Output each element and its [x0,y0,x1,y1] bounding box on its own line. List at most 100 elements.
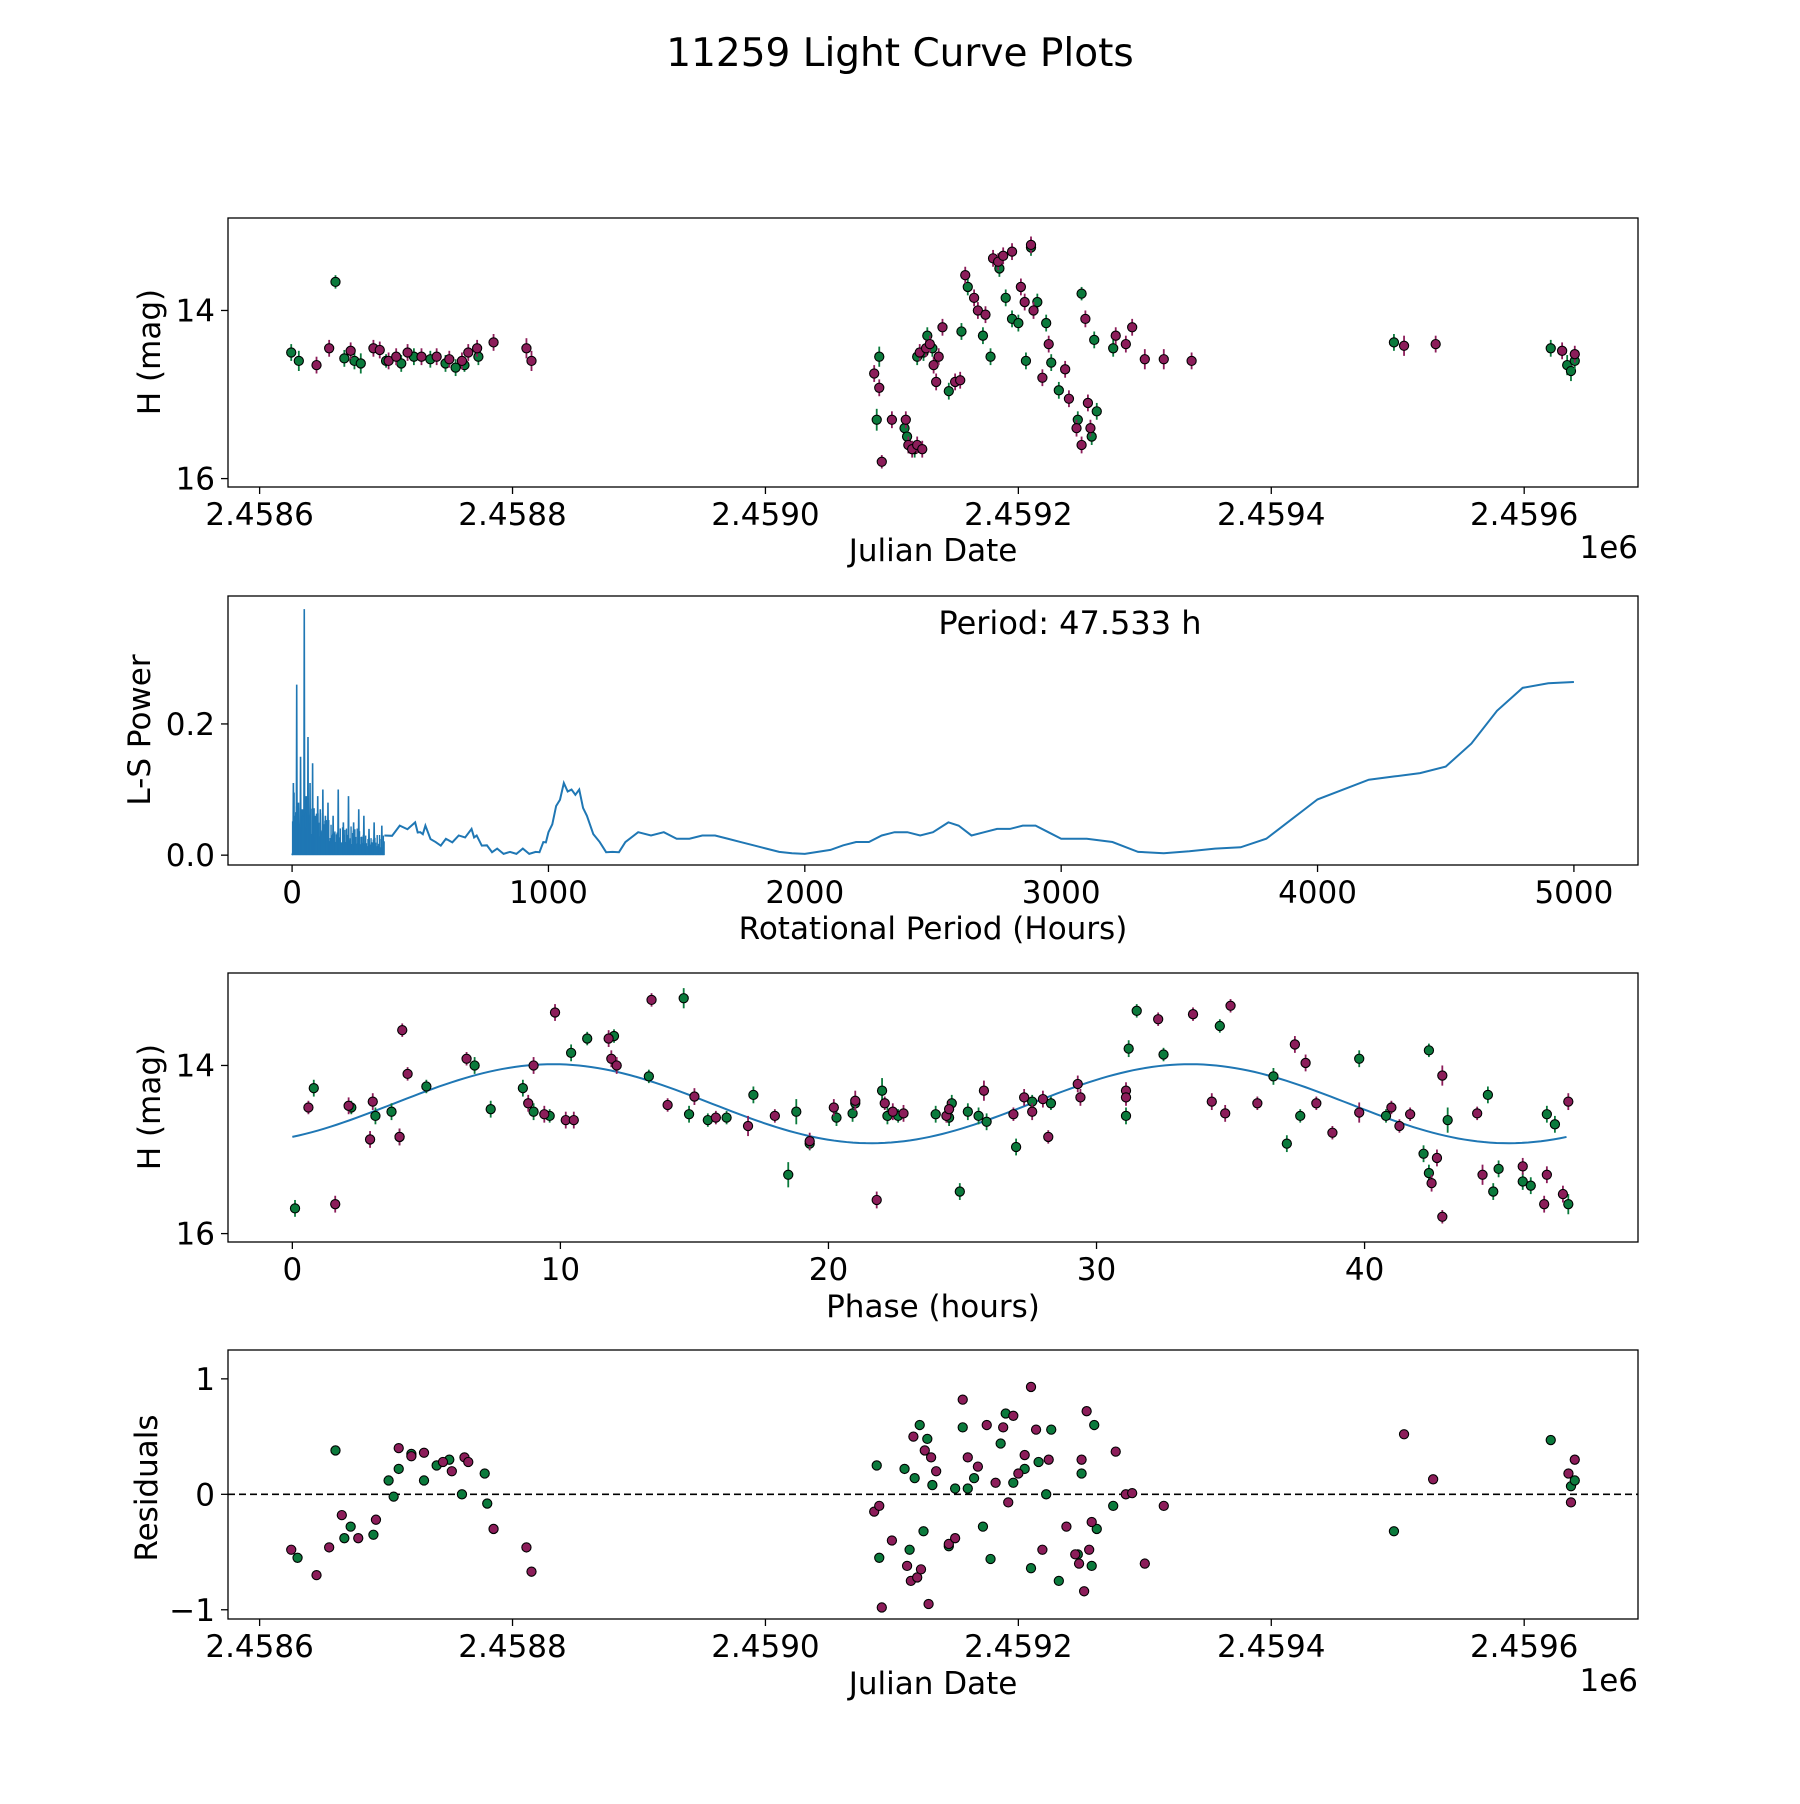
phased-curve-point-filter_b [1517,1161,1528,1172]
phased-curve-point-filter_b [710,1112,722,1123]
light-curve-point-filter_a [473,351,484,362]
light-curve-point-filter_b [1430,338,1441,350]
phased-curve-point-filter_a [721,1112,732,1123]
residuals-point-filter_b [949,1533,961,1544]
light-curve-point-filter_b [345,345,356,356]
light-curve-point-filter_b [1082,397,1094,409]
phased-curve-point-filter_a [783,1169,794,1180]
periodogram-line [384,680,1574,855]
phased-curve-point-filter_a [1482,1089,1494,1101]
light-curve-point-filter_b [1139,354,1150,365]
light-curve-point-filter_b [937,322,948,333]
light-curve-point-filter_b [1028,305,1039,316]
light-curve-x-tick-label: 2.4592 [964,497,1072,533]
phased-curve-point-filter_b [1437,1211,1448,1222]
phased-curve-point-filter_b [1153,1014,1164,1025]
light-curve-point-filter_b [1019,296,1030,308]
phased-curve-point-filter_b [804,1135,815,1147]
residuals-point-filter_b [1003,1497,1014,1508]
residuals-x-tick-label: 2.4590 [711,1629,819,1665]
phased-curve-point-filter_a [678,993,689,1004]
periodogram-x-label: Rotational Period (Hours) [739,911,1128,947]
phased-curve-point-filter_b [1120,1092,1132,1103]
residuals-point-filter_b [488,1523,499,1535]
phased-curve-point-filter_b [1472,1108,1483,1119]
residuals-point-filter_b [526,1566,537,1577]
periodogram-x-tick-label: 4000 [1278,875,1357,911]
phased-curve-point-filter_a [1295,1110,1306,1122]
phased-curve-x-tick-label: 30 [1077,1252,1116,1288]
phased-curve-point-filter_a [289,1203,301,1214]
residuals-point-filter_b [962,1452,973,1463]
phased-curve-point-filter_a [1045,1098,1057,1109]
residuals-point-filter_a [1545,1434,1556,1446]
residuals-point-filter_b [418,1447,430,1458]
phased-curve-point-filter_a [962,1106,973,1117]
light-curve-point-filter_b [1071,423,1082,434]
residuals-point-filter_a [1086,1560,1097,1572]
residuals-point-filter_a [330,1445,341,1456]
phased-curve-point-filter_b [364,1134,376,1145]
light-curve-point-filter_b [886,414,898,425]
light-curve-point-filter_b [374,344,385,356]
residuals-point-filter_b [1030,1424,1042,1435]
light-curve-offset-label: 1e6 [1579,530,1638,566]
residuals-y-tick-label: −1 [169,1593,215,1629]
residuals-point-filter_a [927,1479,938,1491]
light-curve-point-filter_b [931,376,942,388]
phased-curve-point-filter_b [1206,1096,1217,1107]
phased-curve-point-filter_a [973,1110,984,1122]
residuals-point-filter_b [1565,1497,1577,1508]
phased-curve-point-filter_b [646,994,657,1006]
residuals-point-filter_a [957,1422,968,1433]
light-curve-point-filter_b [1398,340,1410,351]
residuals-point-filter_b [1084,1544,1095,1555]
residuals-point-filter_b [1025,1381,1037,1393]
light-curve-point-filter_a [1000,292,1011,304]
phased-curve-point-filter_a [308,1083,319,1094]
phased-curve-x-tick-label: 40 [1345,1252,1384,1288]
residuals-point-filter_b [1127,1488,1138,1499]
residuals-point-filter_b [1427,1474,1439,1485]
residuals-point-filter_b [1073,1558,1085,1569]
phased-curve-point-filter_b [1037,1093,1049,1105]
phased-curve-point-filter_b [887,1106,898,1117]
phased-curve-point-filter_a [485,1104,496,1115]
light-curve-point-filter_b [1059,364,1071,375]
phased-curve-point-filter_a [1442,1114,1453,1126]
residuals-point-filter_b [957,1394,968,1405]
residuals-point-filter_b [393,1442,404,1454]
phased-curve-point-filter_b [769,1110,780,1122]
phased-curve-point-filter_a [1541,1109,1553,1120]
light-curve-point-filter_a [943,386,954,397]
residuals-point-filter_b [286,1544,297,1555]
light-curve-point-filter_b [431,351,442,362]
phased-curve-point-filter_b [943,1104,955,1115]
light-curve-point-filter_b [1127,322,1138,333]
residuals-point-filter_a [383,1475,394,1486]
residuals-point-filter_a [962,1483,973,1494]
light-curve-point-filter_b [1076,439,1087,451]
phased-curve-point-filter_b [1563,1096,1574,1107]
phased-curve-point-filter_b [367,1096,378,1107]
phased-curve-x-tick-label: 20 [809,1252,848,1288]
phased-curve-point-filter_b [1477,1169,1488,1180]
light-curve-x-tick-label: 2.4596 [1470,497,1578,533]
residuals-point-filter_b [1043,1454,1054,1465]
phased-curve-point-filter_b [1327,1127,1338,1138]
phased-curve-point-filter_b [549,1007,561,1018]
light-curve-point-filter_b [488,337,499,348]
phased-curve-point-filter_b [343,1100,354,1111]
light-curve-point-filter_b [324,343,335,354]
phased-curve-point-filter_a [1120,1110,1132,1122]
residuals-point-filter_b [1158,1500,1169,1512]
residuals-point-filter_b [874,1500,885,1512]
phased-curve-point-filter_a [582,1033,593,1044]
residuals-point-filter_b [463,1456,474,1468]
phased-curve-point-filter_b [528,1060,539,1071]
light-curve-point-filter_b [416,351,427,362]
phased-curve-point-filter_b [828,1102,839,1113]
light-curve-point-filter_b [874,382,885,393]
residuals-point-filter_a [1569,1475,1580,1486]
light-curve-point-filter_b [456,355,468,367]
